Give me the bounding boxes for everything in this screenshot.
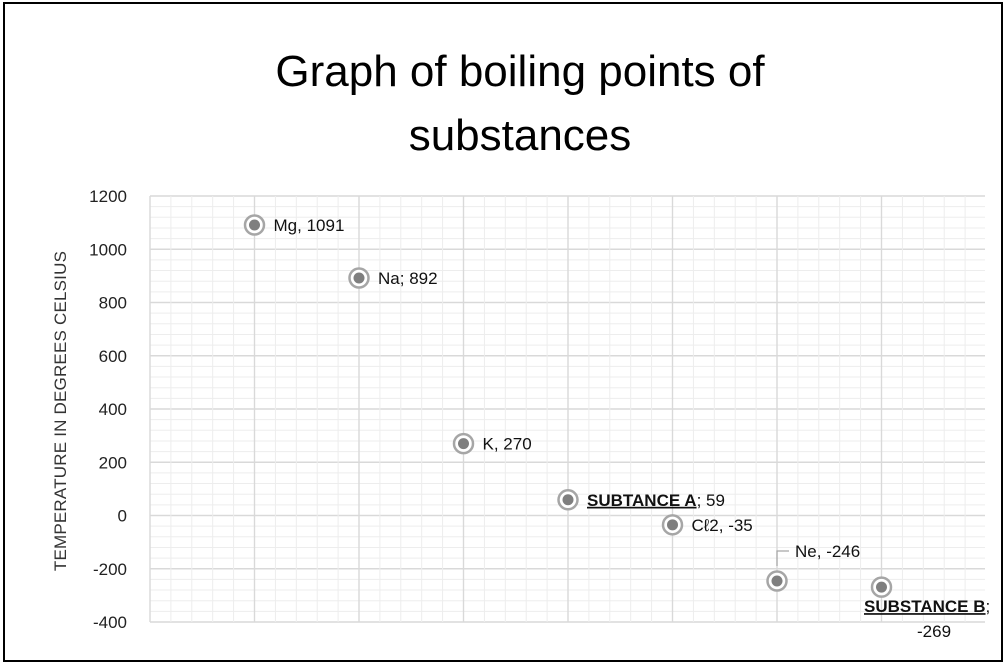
- data-label-name: Cℓ2: [692, 516, 719, 535]
- data-label-name: SUBTANCE A: [587, 491, 697, 510]
- data-label-name: Ne: [795, 542, 817, 561]
- y-tick-label: 600: [99, 347, 127, 366]
- data-label-value: 1091: [307, 216, 345, 235]
- data-point: [557, 489, 579, 511]
- data-label-value: -269: [917, 622, 951, 641]
- y-tick-label: 1000: [89, 240, 127, 259]
- data-label: SUBTANCE A; 59: [587, 491, 725, 510]
- data-label-sep: ;: [400, 269, 409, 288]
- data-point: [348, 267, 370, 289]
- data-label-sep: ;: [986, 597, 991, 616]
- chart-frame: [3, 2, 1003, 662]
- data-label: Na; 892: [378, 269, 438, 288]
- chart-title-line-1: Graph of boiling points of: [275, 47, 765, 96]
- data-label-value: -35: [728, 516, 753, 535]
- chart-title-line-2: substances: [409, 111, 632, 160]
- data-point: [870, 576, 893, 598]
- data-point: [661, 514, 684, 536]
- data-point: [452, 432, 475, 455]
- leader-line: [776, 550, 789, 566]
- y-axis-label: TEMPERATURE IN DEGREES CELSIUS: [51, 251, 70, 571]
- y-tick-label: 800: [99, 294, 127, 313]
- y-tick-label: 200: [99, 453, 127, 472]
- data-point: [243, 214, 266, 236]
- data-label-value: -246: [826, 542, 860, 561]
- data-point: [766, 570, 788, 592]
- gridlines: [149, 195, 985, 623]
- y-tick-label: -200: [93, 560, 127, 579]
- data-label: Cℓ2, -35: [692, 516, 753, 535]
- data-label-sep: ,: [719, 516, 728, 535]
- data-label-name: Mg: [274, 216, 298, 235]
- y-tick-label: 400: [99, 400, 127, 419]
- data-label-value: 59: [706, 491, 725, 510]
- y-tick-labels: 1200 1000 800 600 400 200 0 -200 -400: [89, 187, 127, 632]
- y-tick-label: 0: [118, 507, 127, 526]
- data-label: SUBSTANCE B;: [864, 597, 990, 616]
- data-label-sep: ,: [817, 542, 826, 561]
- data-label-sep: ;: [697, 491, 706, 510]
- y-tick-label: -400: [93, 613, 127, 632]
- data-labels: Mg, 1091 Na; 892 K, 270 SUBTANCE A; 59 Cℓ2, …: [274, 216, 991, 641]
- data-label-name: K: [483, 435, 495, 454]
- data-label-value: 892: [409, 269, 437, 288]
- data-label: Ne, -246: [795, 542, 860, 561]
- y-tick-label: 1200: [89, 187, 127, 206]
- data-label-name: Na: [378, 269, 400, 288]
- data-label-sep: ,: [297, 216, 306, 235]
- data-label-value: 270: [503, 435, 531, 454]
- data-label: Mg, 1091: [274, 216, 345, 235]
- data-label-name: SUBSTANCE B: [864, 597, 986, 616]
- data-points: [243, 214, 893, 598]
- boiling-points-chart: Graph of boiling points of substances TE…: [51, 47, 991, 641]
- data-label-sep: ,: [494, 435, 503, 454]
- data-label: K, 270: [483, 435, 532, 454]
